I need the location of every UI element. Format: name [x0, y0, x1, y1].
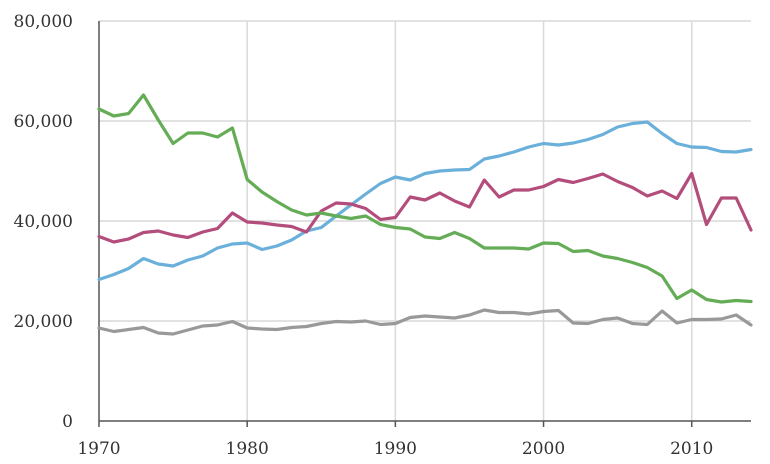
y-tick-label: 0	[62, 412, 73, 432]
x-tick-label: 2010	[670, 439, 713, 459]
series-lines	[97, 93, 753, 336]
tick-labels: 0 20,000 40,000 60,000 80,000 1970 1980 1990 200…	[14, 12, 714, 459]
axes	[98, 21, 751, 427]
x-tick-label: 1970	[77, 439, 120, 459]
series-line-1	[97, 120, 753, 282]
series-line-2	[97, 171, 753, 244]
y-tick-label: 40,000	[14, 212, 73, 232]
grid	[99, 20, 751, 421]
series-line-4	[97, 308, 753, 336]
x-tick-label: 1990	[374, 439, 417, 459]
y-tick-label: 20,000	[14, 312, 73, 332]
y-tick-label: 60,000	[14, 112, 73, 132]
x-tick-label: 1980	[226, 439, 269, 459]
x-tick-label: 2000	[522, 439, 565, 459]
y-tick-label: 80,000	[14, 12, 73, 32]
series-line-3	[97, 93, 753, 304]
